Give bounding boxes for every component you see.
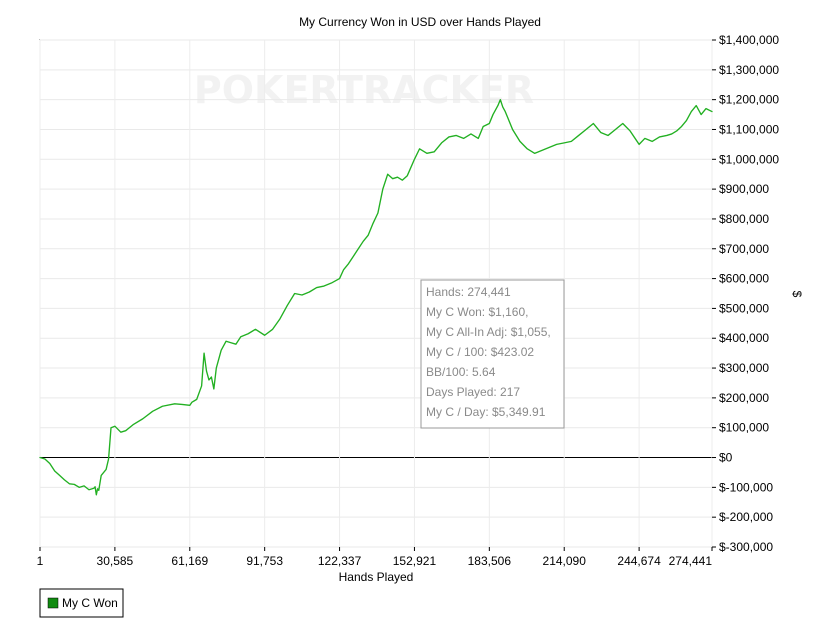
y-tick-label: $800,000 bbox=[719, 212, 769, 226]
tooltip-line-allin: My C All-In Adj: $1,055, bbox=[426, 325, 551, 339]
x-tick-label: 30,585 bbox=[97, 554, 134, 568]
watermark-text: POKERTRACKER bbox=[194, 68, 534, 112]
y-tick-label: $100,000 bbox=[719, 421, 769, 435]
tooltip-line-per100: My C / 100: $423.02 bbox=[426, 345, 534, 359]
y-tick-label: $0 bbox=[719, 451, 733, 465]
y-tick-label: $1,400,000 bbox=[719, 33, 779, 47]
y-tick-label: $300,000 bbox=[719, 361, 769, 375]
tooltip: Hands: 274,441 My C Won: $1,160, My C Al… bbox=[420, 279, 565, 429]
legend: My C Won bbox=[39, 588, 124, 618]
y-tick-label: $-200,000 bbox=[719, 510, 773, 524]
y-tick-label: $1,300,000 bbox=[719, 63, 779, 77]
x-tick-label: 122,337 bbox=[318, 554, 362, 568]
y-tick-label: $600,000 bbox=[719, 272, 769, 286]
x-axis-title: Hands Played bbox=[339, 570, 414, 584]
axis-layer: $1,400,000 $1,300,000 $1,200,000 $1,100,000… bbox=[37, 33, 780, 568]
y-tick-label: $700,000 bbox=[719, 242, 769, 256]
x-tick-label: 152,921 bbox=[393, 554, 437, 568]
chart-title: My Currency Won in USD over Hands Played bbox=[299, 15, 541, 29]
series-layer bbox=[39, 98, 713, 496]
legend-label: My C Won bbox=[62, 596, 118, 610]
y-tick-label: $400,000 bbox=[719, 331, 769, 345]
tooltip-line-perday: My C / Day: $5,349.91 bbox=[426, 405, 546, 419]
y-tick-label: $1,000,000 bbox=[719, 152, 779, 166]
tooltip-line-won: My C Won: $1,160, bbox=[426, 305, 529, 319]
x-tick-label: 183,506 bbox=[468, 554, 512, 568]
x-tick-label: 1 bbox=[37, 554, 44, 568]
y-tick-label: $200,000 bbox=[719, 391, 769, 405]
x-tick-label: 61,169 bbox=[171, 554, 208, 568]
x-tick-label: 214,090 bbox=[543, 554, 587, 568]
legend-swatch bbox=[47, 597, 59, 609]
y-tick-label: $-300,000 bbox=[719, 540, 773, 554]
tooltip-line-hands: Hands: 274,441 bbox=[426, 285, 511, 299]
tooltip-line-days: Days Played: 217 bbox=[426, 385, 520, 399]
y-tick-label: $-100,000 bbox=[719, 480, 773, 494]
tooltip-line-bb100: BB/100: 5.64 bbox=[426, 365, 496, 379]
y-tick-label: $500,000 bbox=[719, 301, 769, 315]
series-line-my-c-won bbox=[39, 98, 713, 496]
x-tick-label: 244,674 bbox=[617, 554, 661, 568]
y-axis-title: $ bbox=[790, 291, 804, 298]
y-tick-label: $1,100,000 bbox=[719, 122, 779, 136]
plot-area bbox=[39, 39, 713, 548]
y-tick-label: $1,200,000 bbox=[719, 93, 779, 107]
y-tick-label: $900,000 bbox=[719, 182, 769, 196]
x-tick-label: 274,441 bbox=[669, 554, 713, 568]
tooltip-box bbox=[420, 279, 565, 429]
x-tick-label: 91,753 bbox=[246, 554, 283, 568]
